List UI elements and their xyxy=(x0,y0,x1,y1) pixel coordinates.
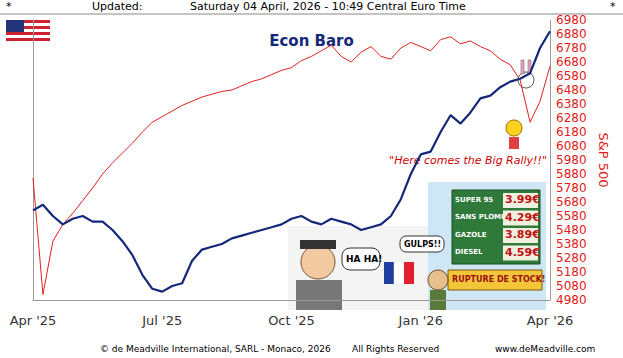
svg-text:6580: 6580 xyxy=(556,69,587,83)
svg-text:DIESEL: DIESEL xyxy=(455,248,483,256)
svg-text:5080: 5080 xyxy=(556,279,587,293)
svg-text:6480: 6480 xyxy=(556,83,587,97)
svg-text:4.59€: 4.59€ xyxy=(505,246,540,259)
svg-text:*: * xyxy=(6,0,12,13)
svg-text:5480: 5480 xyxy=(556,223,587,237)
svg-text:*: * xyxy=(610,0,616,13)
svg-text:5780: 5780 xyxy=(556,181,587,195)
svg-text:Apr '26: Apr '26 xyxy=(527,313,574,328)
svg-text:5580: 5580 xyxy=(556,209,587,223)
svg-text:5280: 5280 xyxy=(556,251,587,265)
svg-text:SUPER 95: SUPER 95 xyxy=(455,196,493,204)
svg-text:5180: 5180 xyxy=(556,265,587,279)
svg-text:3.89€: 3.89€ xyxy=(505,228,540,241)
svg-text:6980: 6980 xyxy=(556,13,587,27)
svg-text:Econ Baro: Econ Baro xyxy=(269,32,354,50)
svg-text:S&P 500: S&P 500 xyxy=(596,132,611,187)
svg-text:GAZOLE: GAZOLE xyxy=(455,231,487,239)
svg-text:GULPS!!: GULPS!! xyxy=(404,240,441,249)
svg-text:6280: 6280 xyxy=(556,111,587,125)
svg-text:"Here comes the Big Rally!!": "Here comes the Big Rally!!" xyxy=(389,154,547,167)
svg-text:6880: 6880 xyxy=(556,27,587,41)
svg-text:5880: 5880 xyxy=(556,167,587,181)
svg-text:6680: 6680 xyxy=(556,55,587,69)
svg-text:SANS PLOMB: SANS PLOMB xyxy=(455,213,506,221)
svg-text:Apr '25: Apr '25 xyxy=(10,313,57,328)
svg-text:4.29€: 4.29€ xyxy=(505,211,540,224)
svg-text:6380: 6380 xyxy=(556,97,587,111)
svg-text:6180: 6180 xyxy=(556,125,587,139)
svg-text:5980: 5980 xyxy=(556,153,587,167)
svg-text:All Rights Reserved: All Rights Reserved xyxy=(352,344,439,354)
svg-text:Oct '25: Oct '25 xyxy=(268,313,315,328)
svg-text:5380: 5380 xyxy=(556,237,587,251)
svg-text:www.deMeadville.com: www.deMeadville.com xyxy=(495,344,595,354)
svg-text:Updated:: Updated: xyxy=(92,0,143,13)
svg-text:3.99€: 3.99€ xyxy=(505,193,540,206)
svg-text:6780: 6780 xyxy=(556,41,587,55)
svg-text:4980: 4980 xyxy=(556,293,587,307)
svg-text:© de Meadville International,: © de Meadville International, SARL - Mon… xyxy=(100,344,331,354)
svg-text:RUPTURE DE STOCK!: RUPTURE DE STOCK! xyxy=(452,275,546,284)
svg-text:Jul '25: Jul '25 xyxy=(141,313,182,328)
svg-text:Saturday 04 April, 2026 - 10:4: Saturday 04 April, 2026 - 10:49 Central … xyxy=(190,0,466,13)
svg-text:Jan '26: Jan '26 xyxy=(398,313,443,328)
svg-text:HA HA!: HA HA! xyxy=(346,254,382,264)
svg-text:6080: 6080 xyxy=(556,139,587,153)
svg-text:5680: 5680 xyxy=(556,195,587,209)
